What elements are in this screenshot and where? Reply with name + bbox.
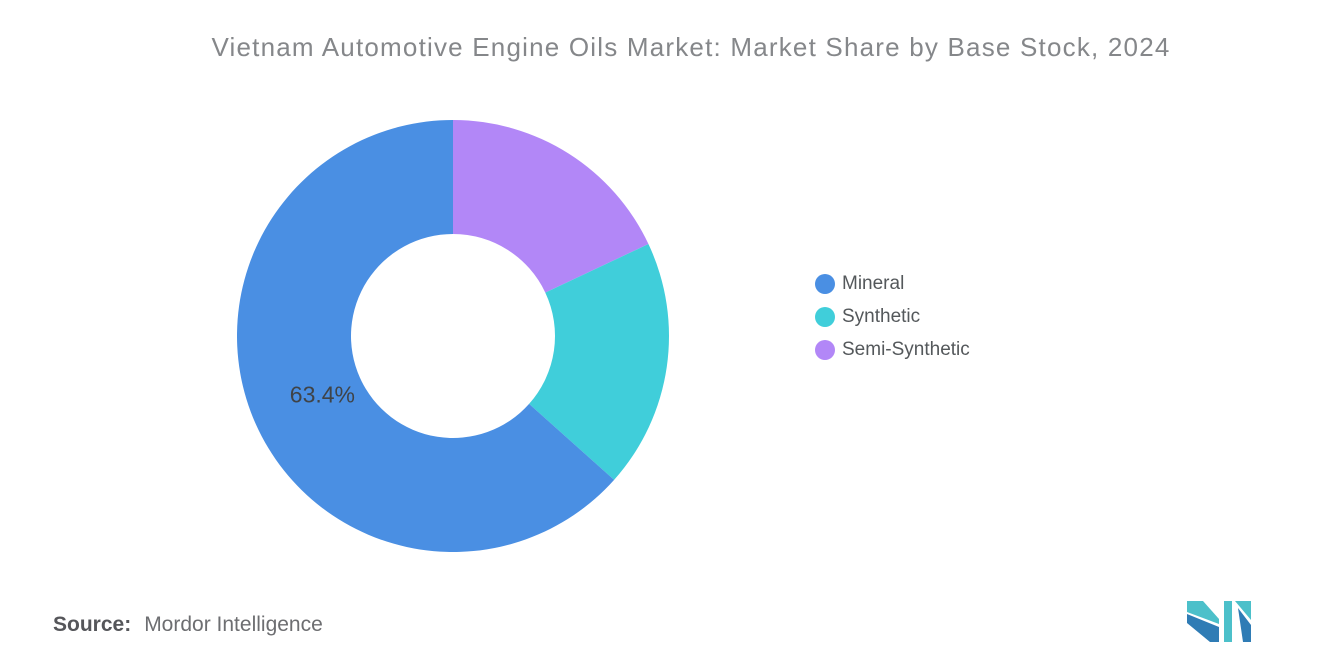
logo-left-teal-band xyxy=(1187,601,1219,624)
legend-swatch-icon xyxy=(815,339,835,360)
legend-swatch-icon xyxy=(815,306,835,327)
source-value: Mordor Intelligence xyxy=(144,613,323,636)
legend-label: Synthetic xyxy=(842,305,921,327)
donut-segment-mineral[interactable] xyxy=(237,120,615,552)
chart-title: Vietnam Automotive Engine Oils Market: M… xyxy=(211,32,1171,62)
mordor-intelligence-logo xyxy=(1187,601,1251,642)
legend-label: Mineral xyxy=(842,272,905,294)
legend-item-semi-synthetic[interactable]: Semi-Synthetic xyxy=(815,338,970,361)
legend-swatch-icon xyxy=(815,273,835,294)
legend-item-mineral[interactable]: Mineral xyxy=(815,272,970,295)
donut-chart: 63.4% xyxy=(237,120,669,552)
legend-item-synthetic[interactable]: Synthetic xyxy=(815,305,970,328)
legend-label: Semi-Synthetic xyxy=(842,338,970,360)
logo-left-blue-band xyxy=(1187,614,1219,642)
donut-segment-synthetic[interactable] xyxy=(529,244,669,480)
logo-right-teal-triangle xyxy=(1235,601,1251,620)
source-label: Source: xyxy=(53,613,132,636)
donut-data-label: 63.4% xyxy=(290,382,355,408)
logo-right-teal-bar xyxy=(1224,601,1232,642)
donut-segment-semi-synthetic[interactable] xyxy=(453,120,649,293)
legend: Mineral Synthetic Semi-Synthetic xyxy=(815,272,970,361)
source-line: Source: Mordor Intelligence xyxy=(53,613,323,637)
logo-right-blue-triangle xyxy=(1238,608,1251,642)
